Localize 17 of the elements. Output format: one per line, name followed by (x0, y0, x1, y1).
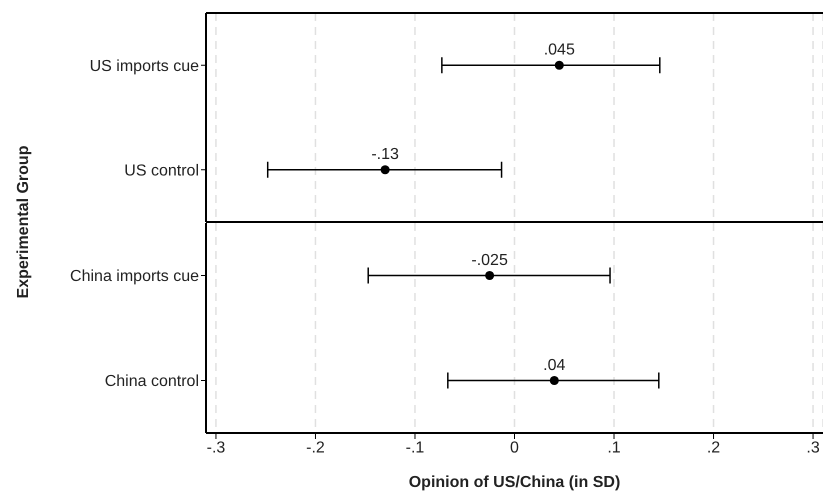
data-label: -.13 (371, 146, 400, 164)
data-label: -.025 (471, 252, 508, 269)
x-tick-label: .2 (706, 439, 720, 456)
x-tick-label: -.3 (206, 439, 226, 456)
y-tick-label: China imports cue (70, 268, 200, 286)
y-tick-label: US control (124, 162, 199, 180)
y-tick-label: US imports cue (90, 58, 200, 75)
x-tick-label: .1 (607, 439, 621, 456)
x-tick-label: -.1 (406, 439, 424, 456)
x-tick-label: .3 (806, 439, 820, 456)
x-tick-label: -.2 (306, 439, 325, 456)
y-tick-label: China control (104, 373, 199, 390)
y-axis-title: Experimental Group (15, 145, 32, 298)
x-tick-label: 0 (510, 439, 520, 456)
data-label: .04 (543, 356, 566, 374)
x-axis-title: Opinion of US/China (in SD) (408, 474, 620, 491)
data-label: .045 (544, 42, 575, 59)
